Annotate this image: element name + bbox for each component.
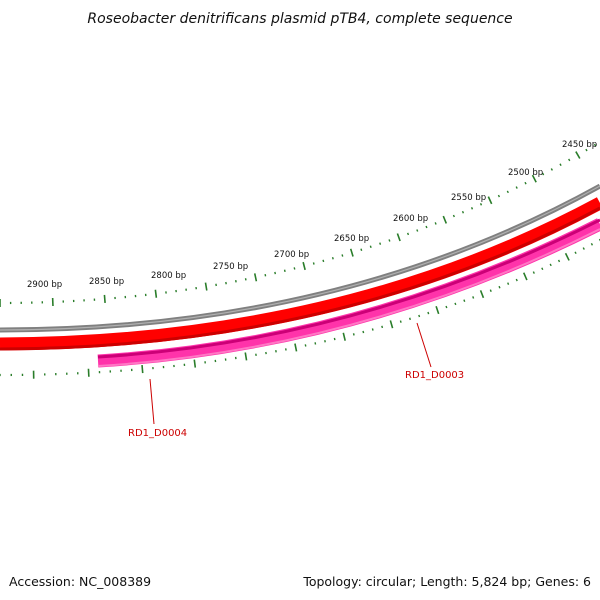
inner-tick: [454, 302, 457, 306]
inner-tick: [472, 296, 475, 299]
outer-tick: [331, 256, 334, 260]
inner-tick: [141, 365, 144, 374]
gene-leader-rd1-d0003: [416, 322, 432, 368]
outer-tick: [531, 174, 537, 183]
outer-tick: [293, 267, 296, 270]
inner-tick: [541, 267, 544, 271]
inner-tick: [489, 289, 492, 292]
inner-tick: [590, 243, 594, 246]
gene-label-rd1-d0003[interactable]: RD1_D0003: [405, 370, 464, 381]
inner-tick: [549, 263, 552, 267]
outer-tick: [204, 282, 208, 291]
gene-leader-rd1-d0004: [149, 378, 155, 425]
outer-tick: [470, 207, 474, 210]
outer-tick: [388, 239, 391, 242]
outer-tick: [487, 196, 493, 205]
map-title: Roseobacter denitrificans plasmid pTB4, …: [87, 11, 512, 27]
outer-tick: [506, 190, 509, 194]
scale-label-2450: 2450 bp: [562, 140, 597, 150]
scale-label-2700: 2700 bp: [274, 250, 309, 260]
inner-tick: [362, 330, 365, 334]
outer-tick: [452, 214, 455, 218]
outer-tick: [154, 289, 158, 298]
outer-tick: [524, 181, 527, 185]
inner-tick: [389, 320, 394, 329]
outer-tick: [349, 248, 354, 257]
scale-labels: 2450 bp 2500 bp 2550 bp 2600 bp 2650 bp …: [27, 140, 597, 290]
inner-tick: [557, 259, 561, 263]
outer-tick: [515, 186, 518, 189]
outer-tick: [396, 233, 401, 242]
scale-label-2850: 2850 bp: [89, 277, 124, 287]
scale-label-2750: 2750 bp: [213, 262, 248, 272]
inner-tick: [522, 272, 528, 281]
inner-tick: [564, 252, 570, 261]
inner-tick: [479, 290, 485, 299]
outer-tick: [425, 225, 428, 229]
outer-tick: [283, 269, 286, 273]
outer-tick: [585, 148, 588, 152]
inner-tick: [193, 359, 197, 368]
inner-tick: [498, 285, 501, 289]
scale-label-2650: 2650 bp: [334, 234, 369, 244]
reverse-cds-arc: [97, 218, 600, 368]
scale-label-2800: 2800 bp: [151, 271, 186, 281]
inner-tick: [463, 299, 466, 302]
outer-tick: [541, 172, 545, 176]
outer-tick: [406, 232, 410, 236]
inner-tick: [342, 332, 346, 341]
outer-tick: [341, 254, 344, 257]
outer-tick: [559, 163, 562, 167]
inner-tick: [352, 333, 355, 336]
outer-tick: [593, 143, 597, 147]
inner-tick: [507, 282, 510, 285]
scale-label-2900: 2900 bp: [27, 280, 62, 290]
outer-tick: [550, 168, 553, 171]
accession-text: Accession: NC_008389: [9, 574, 151, 589]
inner-tick: [294, 343, 298, 352]
scale-label-2500: 2500 bp: [508, 168, 543, 178]
inner-tick: [582, 247, 585, 250]
outer-tick: [360, 248, 363, 251]
outer-tick: [442, 215, 448, 224]
topology-text: Topology: circular; Length: 5,824 bp; Ge…: [302, 574, 591, 589]
outer-tick: [103, 294, 106, 303]
inner-tick: [333, 337, 336, 341]
inner-tick: [244, 352, 248, 361]
inner-tick: [418, 314, 421, 318]
outer-tick: [302, 261, 306, 271]
backbone-highlight: [0, 185, 600, 331]
inner-tick: [435, 306, 440, 315]
inner-tick: [399, 320, 402, 323]
outer-tick: [497, 194, 501, 198]
inner-tick: [532, 271, 535, 274]
outer-tick: [369, 245, 372, 248]
outer-tick: [416, 229, 419, 232]
inner-tick: [427, 311, 430, 315]
inner-tick: [409, 317, 411, 321]
outer-tick: [379, 242, 382, 245]
outer-tick-ring: [0, 143, 597, 307]
forward-cds-arc: [0, 197, 600, 351]
reverse-cds-highlight: [97, 228, 600, 367]
outer-tick: [575, 151, 581, 159]
outer-tick: [253, 273, 258, 282]
outer-tick: [312, 262, 315, 265]
inner-tick: [371, 328, 374, 331]
outer-tick: [568, 158, 571, 162]
inner-tick: [574, 251, 577, 255]
forward-cds-shade: [0, 206, 600, 351]
outer-tick: [479, 203, 483, 206]
outer-tick: [461, 210, 465, 214]
inner-tick: [515, 278, 518, 282]
scale-label-2600: 2600 bp: [393, 214, 428, 224]
reverse-cds-shade: [97, 218, 600, 359]
gene-label-rd1-d0004[interactable]: RD1_D0004: [128, 428, 187, 439]
outer-tick: [322, 259, 325, 263]
scale-label-2550: 2550 bp: [451, 193, 486, 203]
inner-tick: [381, 325, 384, 329]
outer-tick: [434, 222, 437, 225]
inner-tick: [445, 305, 448, 309]
